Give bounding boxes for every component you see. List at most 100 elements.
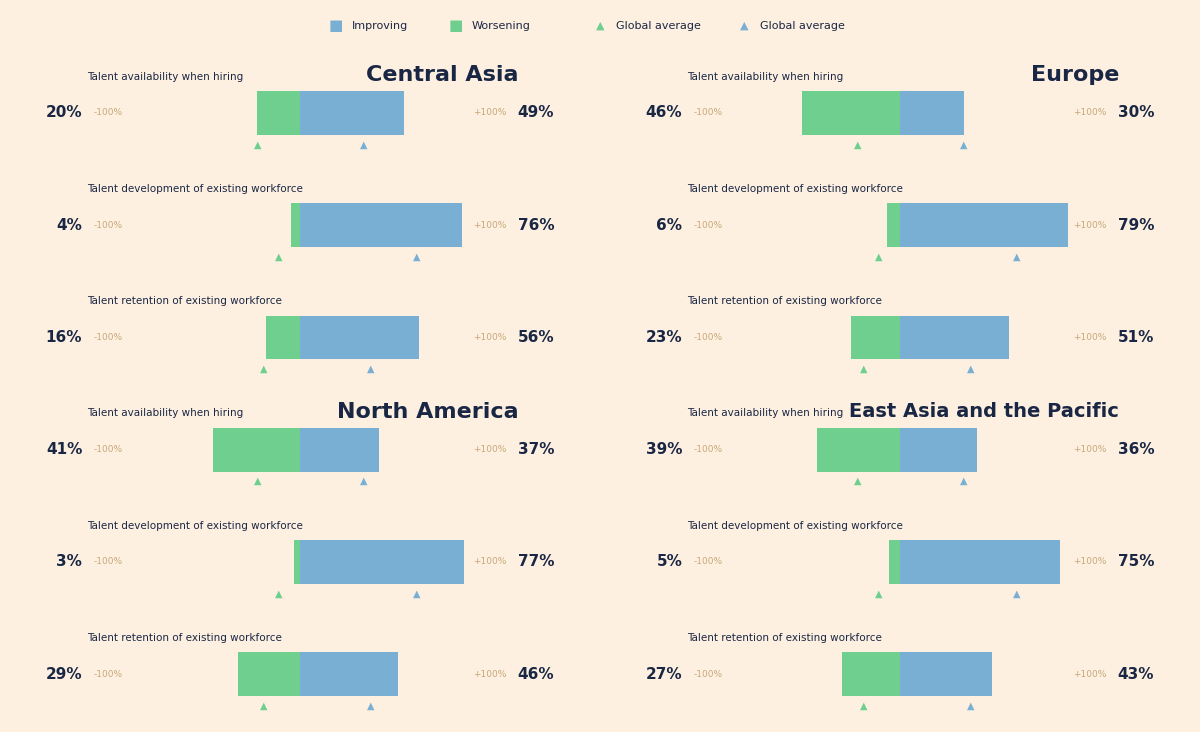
- Text: ▲: ▲: [260, 364, 268, 374]
- Text: -100%: -100%: [694, 221, 722, 230]
- Bar: [294, 540, 300, 584]
- Bar: [266, 315, 300, 359]
- Text: 23%: 23%: [646, 330, 683, 345]
- Text: Improving: Improving: [352, 20, 408, 31]
- Bar: [802, 91, 900, 135]
- Text: Talent development of existing workforce: Talent development of existing workforce: [88, 184, 302, 194]
- Text: Global average: Global average: [616, 20, 701, 31]
- Text: Talent development of existing workforce: Talent development of existing workforce: [686, 184, 902, 194]
- Text: ▲: ▲: [860, 364, 868, 374]
- Text: Talent availability when hiring: Talent availability when hiring: [88, 408, 244, 418]
- Text: 75%: 75%: [1118, 554, 1154, 569]
- Text: +100%: +100%: [473, 670, 506, 679]
- Text: Talent retention of existing workforce: Talent retention of existing workforce: [88, 296, 282, 306]
- Bar: [851, 315, 900, 359]
- Text: ▲: ▲: [853, 139, 862, 149]
- Text: +100%: +100%: [473, 333, 506, 342]
- Text: 27%: 27%: [646, 667, 683, 681]
- Text: ▲: ▲: [260, 701, 268, 711]
- Text: ▲: ▲: [275, 589, 282, 598]
- Text: Talent development of existing workforce: Talent development of existing workforce: [686, 520, 902, 531]
- Text: Worsening: Worsening: [472, 20, 530, 31]
- Text: 46%: 46%: [518, 667, 554, 681]
- Text: 36%: 36%: [1118, 442, 1154, 458]
- Text: +100%: +100%: [1073, 558, 1106, 567]
- Text: -100%: -100%: [94, 221, 122, 230]
- Text: +100%: +100%: [473, 108, 506, 117]
- Text: -100%: -100%: [94, 333, 122, 342]
- Text: +100%: +100%: [473, 445, 506, 454]
- Text: +100%: +100%: [1073, 108, 1106, 117]
- Text: ▲: ▲: [275, 252, 282, 261]
- Text: Talent development of existing workforce: Talent development of existing workforce: [88, 520, 302, 531]
- Text: 5%: 5%: [656, 554, 683, 569]
- Text: ▲: ▲: [1014, 589, 1021, 598]
- Text: -100%: -100%: [694, 445, 722, 454]
- Bar: [300, 652, 398, 696]
- Text: ▲: ▲: [875, 252, 882, 261]
- Text: Talent availability when hiring: Talent availability when hiring: [686, 408, 844, 418]
- Text: ▲: ▲: [875, 589, 882, 598]
- Text: Talent retention of existing workforce: Talent retention of existing workforce: [686, 632, 882, 643]
- Text: 41%: 41%: [46, 442, 82, 458]
- Bar: [300, 315, 419, 359]
- Text: +100%: +100%: [1073, 670, 1106, 679]
- Bar: [300, 203, 462, 247]
- Text: +100%: +100%: [1073, 221, 1106, 230]
- Text: ▲: ▲: [413, 252, 421, 261]
- Text: ▲: ▲: [360, 476, 367, 486]
- Text: ▲: ▲: [253, 139, 262, 149]
- Text: ▲: ▲: [860, 701, 868, 711]
- Bar: [239, 652, 300, 696]
- Text: ▲: ▲: [366, 364, 374, 374]
- Bar: [292, 203, 300, 247]
- Text: ▲: ▲: [739, 20, 749, 31]
- Text: +100%: +100%: [473, 221, 506, 230]
- Bar: [212, 427, 300, 471]
- Text: ▲: ▲: [966, 364, 974, 374]
- Text: ▲: ▲: [253, 476, 262, 486]
- Text: Europe: Europe: [1031, 65, 1120, 85]
- Text: East Asia and the Pacific: East Asia and the Pacific: [850, 402, 1120, 421]
- Bar: [889, 540, 900, 584]
- Text: Talent retention of existing workforce: Talent retention of existing workforce: [686, 296, 882, 306]
- Text: 29%: 29%: [46, 667, 82, 681]
- Text: ▲: ▲: [1014, 252, 1021, 261]
- Text: ▲: ▲: [366, 701, 374, 711]
- Text: -100%: -100%: [94, 445, 122, 454]
- Bar: [900, 91, 964, 135]
- Text: -100%: -100%: [694, 558, 722, 567]
- Text: Global average: Global average: [760, 20, 845, 31]
- Bar: [842, 652, 900, 696]
- Text: Talent availability when hiring: Talent availability when hiring: [88, 72, 244, 81]
- Text: Talent retention of existing workforce: Talent retention of existing workforce: [88, 632, 282, 643]
- Text: -100%: -100%: [94, 670, 122, 679]
- Text: North America: North America: [337, 402, 520, 422]
- Text: Central Asia: Central Asia: [366, 65, 520, 85]
- Text: Talent availability when hiring: Talent availability when hiring: [686, 72, 844, 81]
- Bar: [900, 652, 991, 696]
- Text: -100%: -100%: [94, 108, 122, 117]
- Text: 39%: 39%: [646, 442, 683, 458]
- Text: 51%: 51%: [1118, 330, 1154, 345]
- Bar: [257, 91, 300, 135]
- Bar: [817, 427, 900, 471]
- Text: 76%: 76%: [518, 217, 554, 233]
- Text: ▲: ▲: [966, 701, 974, 711]
- Text: +100%: +100%: [473, 558, 506, 567]
- Text: ▲: ▲: [595, 20, 605, 31]
- Text: 77%: 77%: [518, 554, 554, 569]
- Text: ▲: ▲: [960, 139, 967, 149]
- Bar: [900, 540, 1060, 584]
- Text: -100%: -100%: [94, 558, 122, 567]
- Text: +100%: +100%: [1073, 445, 1106, 454]
- Text: -100%: -100%: [694, 670, 722, 679]
- Bar: [887, 203, 900, 247]
- Text: 6%: 6%: [656, 217, 683, 233]
- Bar: [900, 315, 1009, 359]
- Text: ■: ■: [449, 18, 463, 33]
- Text: ■: ■: [329, 18, 343, 33]
- Text: ▲: ▲: [960, 476, 967, 486]
- Bar: [900, 427, 977, 471]
- Text: 4%: 4%: [56, 217, 82, 233]
